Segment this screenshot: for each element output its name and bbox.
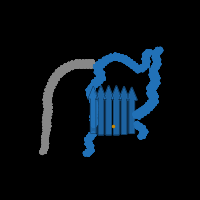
Polygon shape: [88, 86, 99, 133]
Polygon shape: [111, 86, 122, 135]
Polygon shape: [126, 87, 137, 133]
Polygon shape: [96, 86, 106, 135]
Polygon shape: [103, 86, 114, 135]
Polygon shape: [119, 86, 129, 134]
